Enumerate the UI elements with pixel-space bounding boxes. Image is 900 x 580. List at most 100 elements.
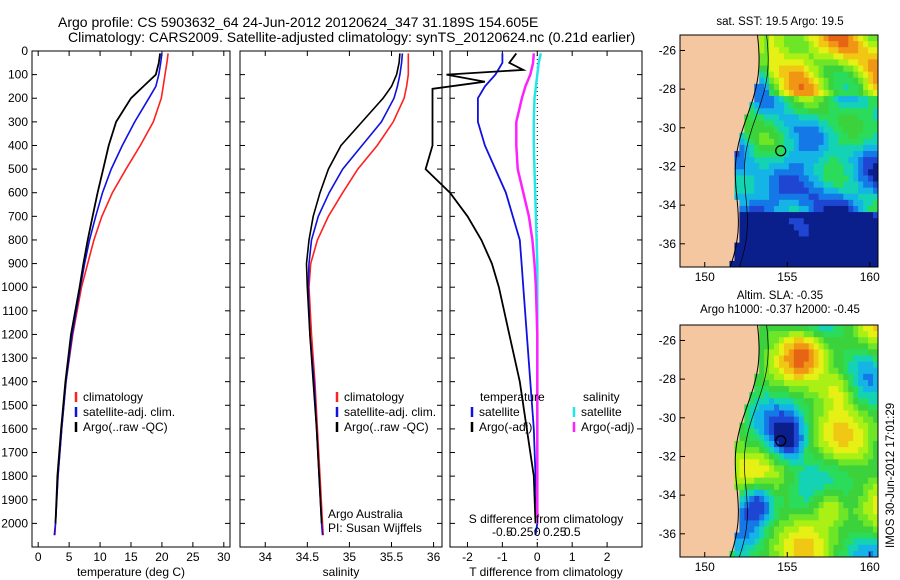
map-cell: [828, 416, 834, 424]
map-cell: [873, 163, 879, 170]
map-cell: [828, 59, 834, 66]
map-cell: [838, 349, 844, 356]
map-cell: [848, 355, 854, 363]
map-cell: [833, 477, 839, 485]
map-cell: [684, 465, 691, 472]
map-cell: [838, 441, 844, 448]
map-cell: [868, 343, 874, 350]
map-cell: [754, 96, 760, 103]
map-cell: [783, 120, 790, 127]
map-cell: [833, 361, 839, 369]
map-cell: [704, 65, 711, 73]
map-cell: [823, 349, 829, 356]
map-cell: [779, 71, 785, 79]
map-cell: [689, 502, 696, 509]
map-cell: [719, 337, 725, 344]
map-cell: [828, 520, 834, 527]
map-cell: [754, 441, 760, 448]
map-cell: [769, 337, 775, 344]
map-cell: [788, 126, 795, 134]
map-cell: [724, 459, 730, 466]
map-cell: [724, 398, 730, 405]
map-cell: [838, 398, 844, 405]
map-cell: [714, 550, 720, 558]
map-cell: [694, 199, 701, 207]
map-cell: [868, 260, 874, 268]
map-cell: [873, 325, 879, 332]
map-cell: [833, 163, 839, 170]
map-cell: [709, 416, 716, 424]
map-cell: [823, 538, 829, 546]
map-cell: [798, 89, 805, 97]
map-cell: [783, 489, 790, 497]
map-cell: [699, 77, 706, 85]
map-cell: [783, 102, 790, 109]
map-cell: [783, 132, 790, 140]
map-cell: [769, 361, 775, 369]
map-cell: [818, 538, 824, 546]
map-cell: [818, 248, 824, 256]
map-cell: [788, 471, 795, 479]
map-cell: [724, 218, 730, 225]
map-cell: [759, 83, 765, 91]
map-cell: [798, 367, 805, 375]
map-cell: [694, 471, 701, 479]
difference-x-tick-label: 1: [569, 550, 576, 564]
map-cell: [759, 434, 765, 442]
map-cell: [868, 355, 874, 363]
map-cell: [724, 416, 730, 424]
map-cell: [868, 526, 874, 533]
map-cell: [808, 114, 815, 121]
map-cell: [823, 224, 829, 231]
map-cell: [724, 343, 730, 350]
map-cell: [873, 483, 879, 491]
map-cell: [714, 59, 720, 66]
map-cell: [774, 35, 780, 42]
map-cell: [833, 355, 839, 363]
map-cell: [868, 447, 874, 454]
map-cell: [783, 163, 790, 170]
map-cell: [739, 35, 745, 42]
map-cell: [823, 151, 829, 158]
map-cell: [704, 181, 711, 189]
map-cell: [818, 71, 824, 79]
map-cell: [853, 367, 859, 375]
map-cell: [754, 428, 760, 436]
map-cell: [823, 477, 829, 485]
map-cell: [749, 544, 755, 552]
map-cell: [769, 544, 775, 552]
depth-tick-label: 400: [8, 138, 28, 152]
map-cell: [684, 242, 691, 250]
map-cell: [774, 544, 780, 552]
map-cell: [709, 163, 716, 170]
map-cell: [764, 77, 770, 85]
map-cell: [714, 248, 720, 256]
map-cell: [739, 502, 745, 509]
map-cell: [808, 404, 815, 411]
map-cell: [853, 230, 859, 237]
map-cell: [823, 544, 829, 552]
map-cell: [709, 434, 716, 442]
map-cell: [813, 144, 819, 152]
map-cell: [680, 361, 686, 369]
map-cell: [689, 349, 696, 356]
map-cell: [714, 77, 720, 85]
map-cell: [684, 495, 691, 503]
map-cell: [868, 120, 874, 127]
map-cell: [774, 459, 780, 466]
map-cell: [808, 331, 815, 338]
map-cell: [828, 495, 834, 503]
map-cell: [749, 260, 755, 268]
map-cell: [848, 35, 854, 42]
map-cell: [823, 114, 829, 121]
map-cell: [759, 89, 765, 97]
map-cell: [774, 465, 780, 472]
map-cell: [779, 544, 785, 552]
map-cell: [863, 331, 869, 338]
map-cell: [719, 260, 725, 268]
map-cell: [680, 428, 686, 436]
map-cell: [714, 459, 720, 466]
map-cell: [709, 254, 716, 262]
map-cell: [764, 404, 770, 411]
map-cell: [779, 538, 785, 546]
